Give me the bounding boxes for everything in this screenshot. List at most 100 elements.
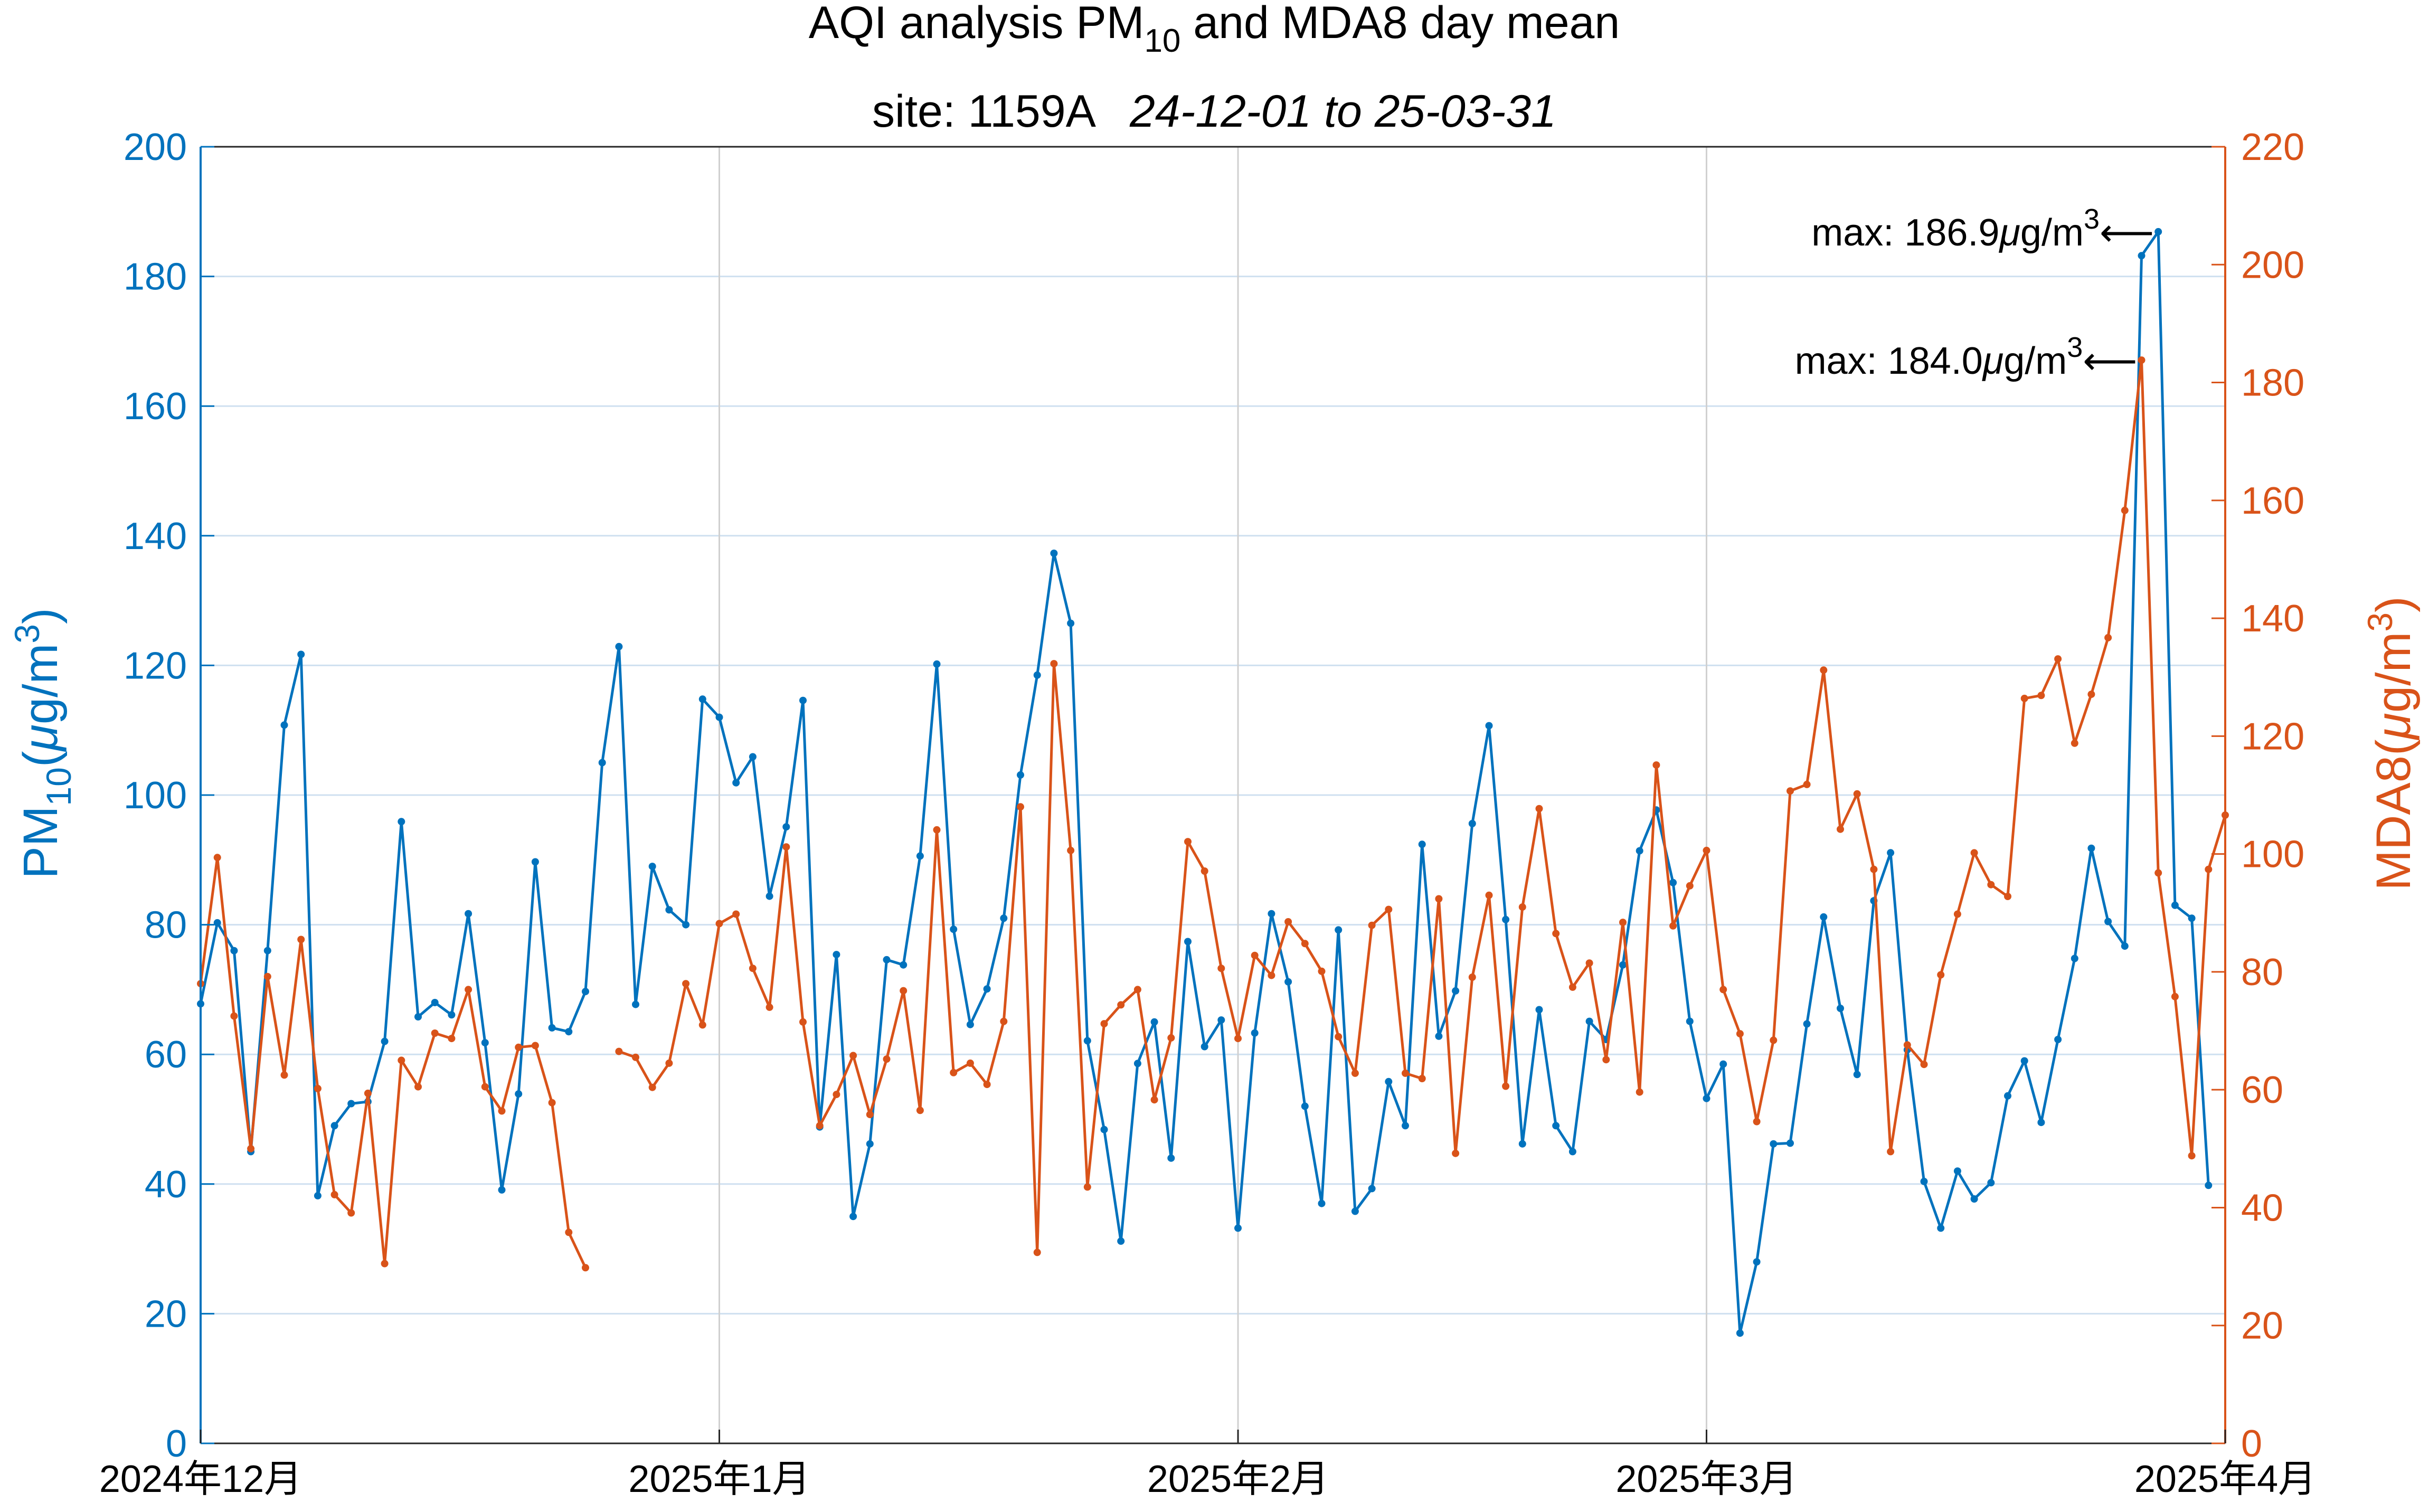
data-point-pm10 <box>1268 910 1275 918</box>
data-point-pm10 <box>280 721 288 729</box>
data-point-mda8 <box>1736 1030 1744 1038</box>
data-point-mda8 <box>2171 993 2179 1000</box>
data-point-pm10 <box>715 713 723 721</box>
data-point-pm10 <box>2154 228 2162 235</box>
data-point-pm10 <box>1987 1179 1995 1187</box>
data-point-pm10 <box>347 1100 355 1108</box>
data-point-pm10 <box>1502 915 1510 923</box>
data-point-pm10 <box>1920 1177 1928 1185</box>
x-tick-label: 2025年2月 <box>1147 1458 1329 1500</box>
data-point-mda8 <box>1050 660 1058 668</box>
data-point-mda8 <box>1703 846 1710 854</box>
data-point-mda8 <box>2121 506 2129 514</box>
data-point-pm10 <box>1000 914 1008 922</box>
data-point-mda8 <box>749 965 757 972</box>
data-point-mda8 <box>1117 1001 1125 1009</box>
data-point-pm10 <box>1970 1195 1978 1203</box>
data-point-mda8 <box>1418 1075 1426 1082</box>
data-point-pm10 <box>1770 1140 1778 1148</box>
data-point-mda8 <box>1903 1041 1911 1049</box>
data-point-pm10 <box>598 759 606 767</box>
data-point-mda8 <box>2104 634 2112 641</box>
data-point-pm10 <box>1368 1185 1376 1193</box>
data-point-pm10 <box>2171 901 2179 909</box>
data-point-pm10 <box>2004 1092 2011 1100</box>
data-point-mda8 <box>1619 919 1627 927</box>
data-point-mda8 <box>2205 865 2213 873</box>
data-point-pm10 <box>1535 1006 1543 1014</box>
data-point-pm10 <box>1803 1020 1811 1028</box>
data-point-pm10 <box>2104 918 2112 925</box>
data-point-mda8 <box>1602 1056 1610 1064</box>
data-point-pm10 <box>1351 1207 1359 1215</box>
data-point-pm10 <box>548 1024 556 1032</box>
data-point-mda8 <box>364 1089 372 1097</box>
data-point-pm10 <box>1736 1329 1744 1337</box>
data-point-pm10 <box>1452 987 1460 995</box>
data-point-mda8 <box>280 1071 288 1079</box>
data-point-mda8 <box>816 1122 824 1130</box>
data-point-pm10 <box>883 956 891 963</box>
data-point-pm10 <box>648 863 656 871</box>
data-point-pm10 <box>2121 942 2129 950</box>
y-axis-label-left: PM10(μg/m3) <box>7 608 78 878</box>
y-tick-label-left: 60 <box>145 1034 187 1076</box>
data-point-pm10 <box>900 961 908 969</box>
data-point-mda8 <box>1468 974 1476 981</box>
data-point-mda8 <box>1803 780 1811 788</box>
data-point-mda8 <box>1887 1148 1895 1156</box>
data-point-pm10 <box>2037 1119 2045 1127</box>
y-tick-label-left: 160 <box>124 385 187 428</box>
y-tick-label-right: 220 <box>2241 126 2304 168</box>
chart-title-line2: site: 1159A 24-12-01 to 25-03-31 <box>872 86 1556 137</box>
data-point-pm10 <box>1887 849 1895 857</box>
data-point-pm10 <box>2205 1182 2213 1189</box>
data-point-pm10 <box>1485 722 1493 730</box>
data-point-mda8 <box>1368 921 1376 929</box>
data-point-pm10 <box>1837 1005 1844 1012</box>
data-point-mda8 <box>230 1012 238 1020</box>
data-point-mda8 <box>448 1035 456 1043</box>
data-point-mda8 <box>297 935 305 943</box>
y-tick-label-left: 180 <box>124 256 187 298</box>
data-point-pm10 <box>2188 914 2196 922</box>
data-point-pm10 <box>1787 1139 1794 1147</box>
data-point-pm10 <box>213 919 221 927</box>
data-point-pm10 <box>698 695 706 703</box>
data-point-mda8 <box>833 1091 840 1099</box>
data-point-pm10 <box>582 988 589 996</box>
y-tick-label-left: 40 <box>145 1164 187 1206</box>
data-point-pm10 <box>1318 1199 1326 1207</box>
data-point-pm10 <box>1167 1154 1175 1162</box>
data-point-mda8 <box>799 1018 807 1026</box>
data-point-mda8 <box>398 1056 405 1064</box>
data-point-pm10 <box>849 1213 857 1221</box>
data-point-mda8 <box>347 1209 355 1217</box>
data-point-pm10 <box>1385 1078 1393 1085</box>
data-point-mda8 <box>314 1084 322 1092</box>
data-point-mda8 <box>2020 694 2028 702</box>
data-point-mda8 <box>498 1107 506 1115</box>
data-point-pm10 <box>2020 1057 2028 1065</box>
y-tick-label-right: 0 <box>2241 1423 2262 1465</box>
data-point-pm10 <box>381 1037 389 1045</box>
chart-title-line1: AQI analysis PM10 and MDA8 day mean <box>809 0 1620 59</box>
y-tick-label-left: 0 <box>166 1423 187 1465</box>
data-point-mda8 <box>732 910 740 918</box>
data-point-pm10 <box>431 999 439 1006</box>
data-point-pm10 <box>966 1020 974 1028</box>
data-point-pm10 <box>498 1186 506 1194</box>
data-point-mda8 <box>1318 967 1326 975</box>
data-point-mda8 <box>1083 1183 1091 1191</box>
data-point-mda8 <box>1953 910 1961 918</box>
data-point-mda8 <box>1452 1149 1460 1157</box>
x-tick-label: 2025年3月 <box>1615 1458 1797 1500</box>
data-point-pm10 <box>481 1039 489 1047</box>
data-point-mda8 <box>1987 881 1995 889</box>
data-point-pm10 <box>2087 844 2095 852</box>
data-point-mda8 <box>582 1264 589 1272</box>
y-tick-label-right: 40 <box>2241 1187 2283 1229</box>
data-point-mda8 <box>565 1228 573 1236</box>
data-point-pm10 <box>1150 1018 1158 1026</box>
